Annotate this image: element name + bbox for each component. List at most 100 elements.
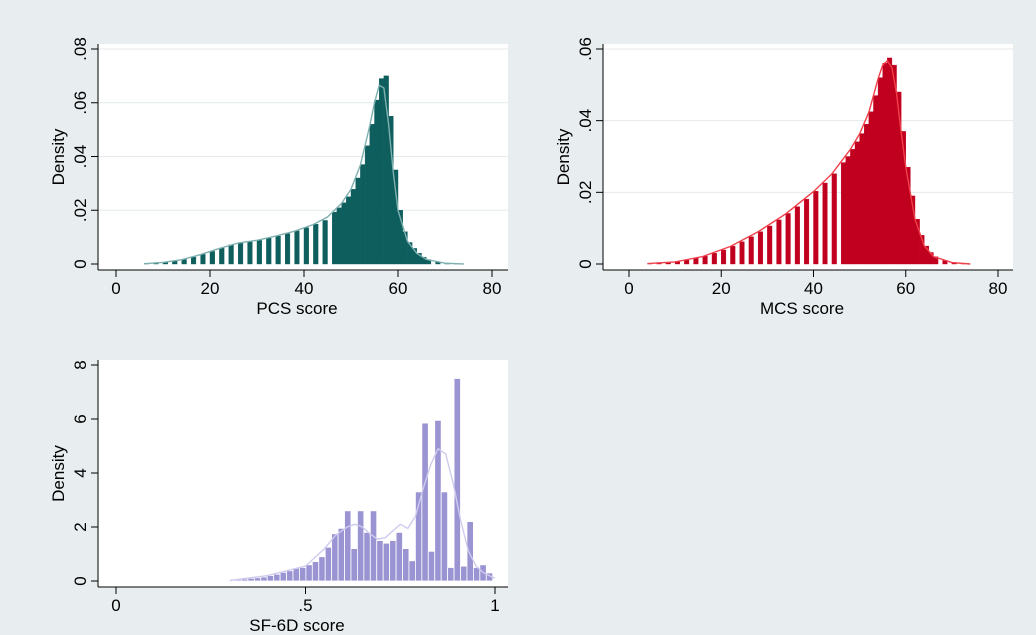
histogram-bar [395, 532, 403, 582]
x-tick-label: 60 [896, 279, 915, 298]
y-tick-label: .04 [71, 145, 90, 169]
histogram-bar [887, 57, 893, 265]
y-tick-label: .08 [71, 37, 90, 61]
chart-sf6d: 0 .5 1 0 2 4 6 8 SF-6D score Density [49, 360, 508, 635]
histogram-bar [840, 162, 846, 265]
histogram-bar [200, 254, 206, 265]
histogram-bar [346, 196, 352, 265]
histogram-bar [350, 548, 358, 582]
histogram-bar [324, 546, 333, 582]
chart-pcs: 0 20 40 60 80 0 .02 .04 .06 .08 PCS score Density [49, 37, 508, 318]
histogram-bar [776, 219, 782, 265]
y-tick-label: 6 [71, 414, 90, 423]
y-axis-title: Density [554, 128, 573, 185]
histogram-bar [209, 251, 215, 265]
histogram-bar [219, 247, 225, 265]
histogram-bar [364, 145, 371, 265]
y-tick-label: .02 [576, 181, 595, 205]
histogram-bar [360, 164, 366, 265]
x-tick-label: 0 [624, 279, 633, 298]
histogram-bar [376, 540, 384, 582]
histogram-bar [873, 95, 879, 265]
histogram-bar [767, 225, 773, 265]
histogram-bar [311, 561, 320, 582]
histogram-bar [460, 565, 468, 582]
histogram-bar [266, 575, 275, 582]
histogram-bar [331, 533, 339, 582]
histogram-bar [332, 211, 338, 265]
histogram-bar [748, 236, 754, 265]
density-curve [229, 447, 496, 582]
y-tick-label: 0 [71, 259, 90, 268]
histogram-bar [355, 177, 361, 265]
histogram-bar [275, 235, 281, 265]
x-tick-label: 80 [483, 279, 502, 298]
y-tick-label: 0 [71, 576, 90, 585]
histogram-bar [313, 224, 319, 265]
histogram-bar [721, 249, 727, 265]
histogram-bar [344, 510, 352, 582]
y-axis-title: Density [49, 445, 68, 502]
histogram-bar [393, 169, 399, 265]
histogram-bar [813, 191, 819, 265]
histogram-bar [822, 182, 828, 265]
histogram-bar [447, 567, 455, 582]
histogram-bar [286, 570, 294, 582]
histogram-bar [854, 141, 860, 265]
histogram-bar [322, 220, 328, 265]
histogram-bar [389, 540, 397, 582]
histogram-bar [294, 230, 300, 265]
histogram-bar [228, 244, 234, 265]
histogram-bar [466, 521, 474, 582]
histogram-bar [402, 548, 410, 582]
y-tick-label: .06 [71, 91, 90, 115]
histogram-bar [831, 173, 837, 265]
histogram-bar [730, 245, 736, 265]
histogram-bar [350, 189, 356, 265]
y-tick-label: 0 [576, 259, 595, 268]
histogram-bar [379, 78, 385, 265]
x-tick-label: 40 [295, 279, 314, 298]
histogram-bar [260, 576, 268, 582]
histogram-bar [341, 202, 347, 265]
x-tick-label: 0 [111, 596, 120, 615]
y-tick-label: 2 [71, 522, 90, 531]
x-tick-label: 1 [490, 596, 499, 615]
histogram-bar [702, 255, 708, 265]
histogram-bar [369, 510, 378, 582]
histogram-bar [440, 491, 449, 582]
histogram-bar [318, 556, 326, 582]
y-tick-label: .02 [71, 198, 90, 222]
histogram-bar [868, 111, 874, 265]
histogram-bar [757, 231, 763, 265]
histogram-bar [374, 99, 380, 265]
histogram-bar [877, 77, 883, 265]
histogram-bar [421, 422, 429, 582]
histogram-bar [266, 237, 272, 265]
histogram-bar [363, 532, 371, 582]
x-axis-title: PCS score [256, 299, 337, 318]
histogram-bar [845, 156, 851, 265]
histogram-bar [273, 573, 281, 582]
histogram-bar [285, 233, 291, 265]
x-tick-label: 20 [712, 279, 731, 298]
histogram-bar [292, 567, 300, 582]
histogram-bar [357, 510, 365, 582]
histogram-bar [804, 198, 810, 265]
histogram-bar [408, 560, 416, 582]
histogram-bar [693, 258, 699, 265]
y-tick-label: .06 [576, 37, 595, 61]
y-tick-label: .04 [576, 109, 595, 133]
histogram-bar [190, 256, 197, 265]
histogram-bar [434, 419, 442, 582]
histogram-bar [256, 240, 262, 265]
histogram-bar [882, 63, 888, 265]
histogram-bar [336, 207, 342, 265]
x-tick-label: 40 [804, 279, 823, 298]
x-axis-title: SF-6D score [249, 616, 344, 635]
histogram-bar [427, 550, 436, 582]
histogram-bar [337, 527, 345, 582]
x-tick-label: 60 [389, 279, 408, 298]
histogram-bar [237, 242, 244, 265]
histogram-bar [711, 253, 717, 265]
